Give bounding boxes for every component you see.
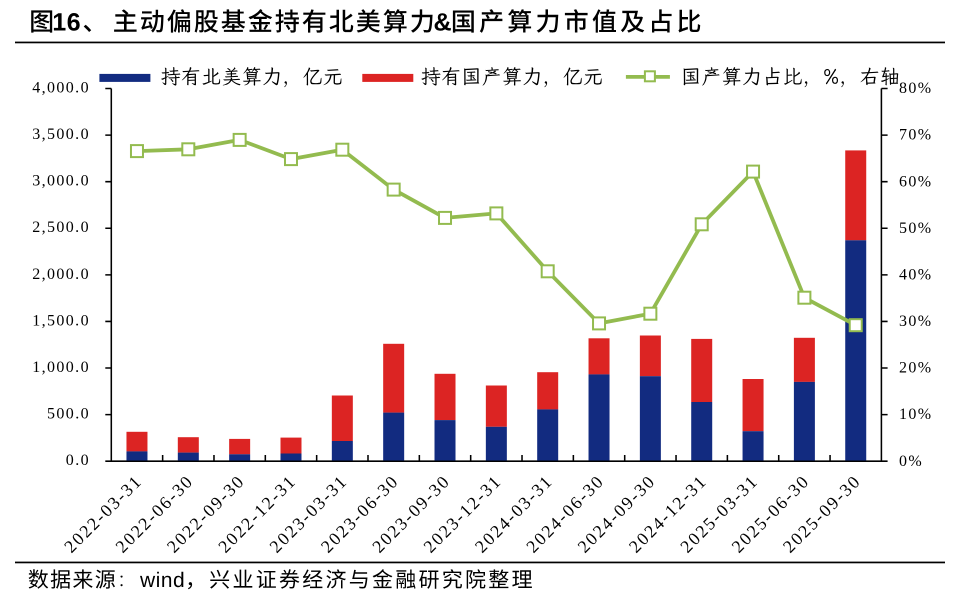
svg-text:20%: 20% bbox=[899, 360, 933, 377]
svg-text:3,500.0: 3,500.0 bbox=[32, 126, 90, 143]
svg-text:10%: 10% bbox=[899, 406, 933, 423]
svg-text:60%: 60% bbox=[899, 173, 933, 190]
svg-text:50%: 50% bbox=[899, 220, 933, 237]
svg-text:4,000.0: 4,000.0 bbox=[32, 79, 90, 96]
svg-text:1,500.0: 1,500.0 bbox=[32, 312, 90, 329]
svg-text:0.0: 0.0 bbox=[66, 452, 90, 469]
svg-text:2,500.0: 2,500.0 bbox=[32, 219, 90, 236]
svg-text:3,000.0: 3,000.0 bbox=[32, 173, 90, 190]
svg-text:30%: 30% bbox=[899, 313, 933, 330]
svg-text:0%: 0% bbox=[899, 453, 923, 470]
svg-text:500.0: 500.0 bbox=[47, 406, 90, 423]
svg-text:1,000.0: 1,000.0 bbox=[32, 359, 90, 376]
svg-text:40%: 40% bbox=[899, 266, 933, 283]
svg-text:2,000.0: 2,000.0 bbox=[32, 266, 90, 283]
svg-text:80%: 80% bbox=[899, 80, 933, 97]
svg-text:70%: 70% bbox=[899, 127, 933, 144]
